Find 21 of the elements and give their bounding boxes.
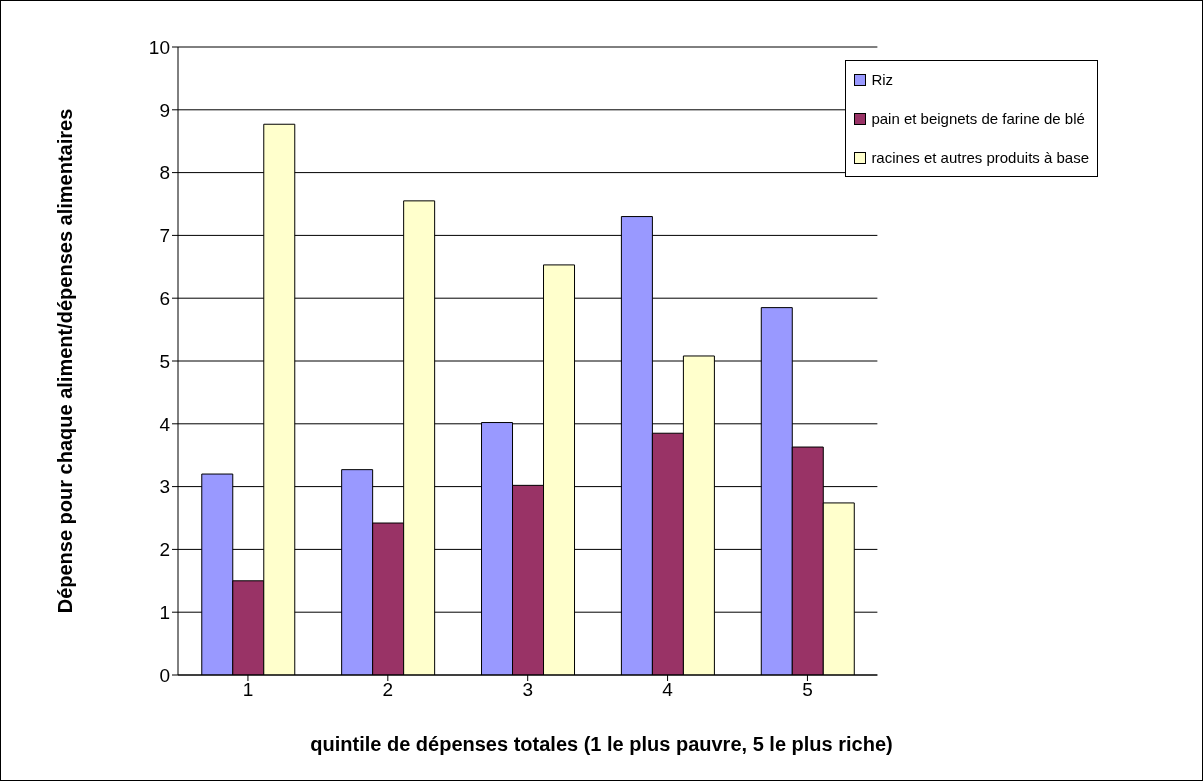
y-tick-label: 0 <box>159 664 170 686</box>
y-tick-label: 7 <box>159 225 170 247</box>
y-tick-label: 6 <box>159 287 170 309</box>
y-tick-label: 1 <box>159 601 170 623</box>
y-tick-label: 9 <box>159 99 170 121</box>
x-axis-title: quintile de dépenses totales (1 le plus pauvre, 5 le plus riche) <box>309 733 894 756</box>
x-tick-label: 4 <box>662 679 674 701</box>
legend-label: pain et beignets de farine de blé <box>871 110 1085 127</box>
x-tick-label: 1 <box>242 679 254 701</box>
y-tick-label: 3 <box>159 476 170 498</box>
y-tick-label: 2 <box>159 539 170 561</box>
y-tick-label: 10 <box>148 36 170 58</box>
x-tick-label: 5 <box>802 679 813 701</box>
y-tick-label: 5 <box>159 350 170 372</box>
y-tick-label: 8 <box>159 162 170 184</box>
y-tick-label: 4 <box>159 413 171 435</box>
x-tick-label: 2 <box>382 679 394 701</box>
y-axis-title: Dépense pour chaque aliment/dépenses alimentaires <box>53 108 77 614</box>
x-tick-label: 3 <box>522 679 533 701</box>
legend-label: racines et autres produits à base <box>871 149 1089 166</box>
legend-label: Riz <box>871 71 894 88</box>
